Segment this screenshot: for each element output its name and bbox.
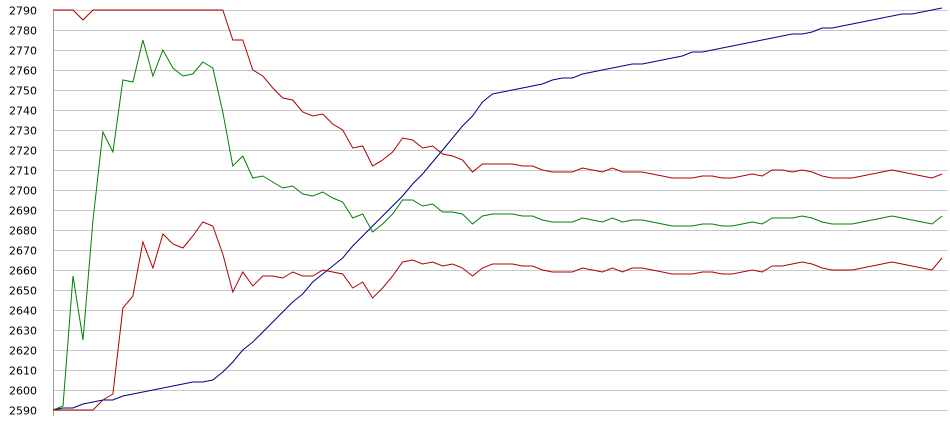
y-tick-label: 2610 (9, 365, 37, 378)
y-tick-label: 2590 (9, 405, 37, 418)
y-tick-label: 2670 (9, 245, 37, 258)
series-line (52, 7, 943, 411)
y-tick-label: 2630 (9, 325, 37, 338)
y-tick-label: 2640 (9, 305, 37, 318)
y-tick-label: 2660 (9, 265, 37, 278)
grid-lines (53, 10, 948, 416)
y-tick-label: 2730 (9, 125, 37, 138)
y-tick-label: 2720 (9, 145, 37, 158)
y-tick-label: 2700 (9, 185, 37, 198)
y-tick-label: 2680 (9, 225, 37, 238)
series-lines (52, 7, 943, 411)
y-tick-label: 2760 (9, 65, 37, 78)
y-tick-label: 2740 (9, 105, 37, 118)
y-tick-label: 2650 (9, 285, 37, 298)
y-tick-label: 2600 (9, 385, 37, 398)
series-line (53, 221, 943, 411)
y-tick-labels: 2590 2600 2610 2620 2630 2640 2650 2660 2670 2680… (9, 5, 37, 418)
y-tick-label: 2710 (9, 165, 37, 178)
y-tick-label: 2750 (9, 85, 37, 98)
y-tick-label: 2620 (9, 345, 37, 358)
series-line (53, 9, 943, 179)
y-tick-label: 2790 (9, 5, 37, 18)
y-tick-label: 2770 (9, 45, 37, 58)
y-tick-label: 2780 (9, 25, 37, 38)
series-line (52, 39, 943, 411)
y-tick-label: 2690 (9, 205, 37, 218)
